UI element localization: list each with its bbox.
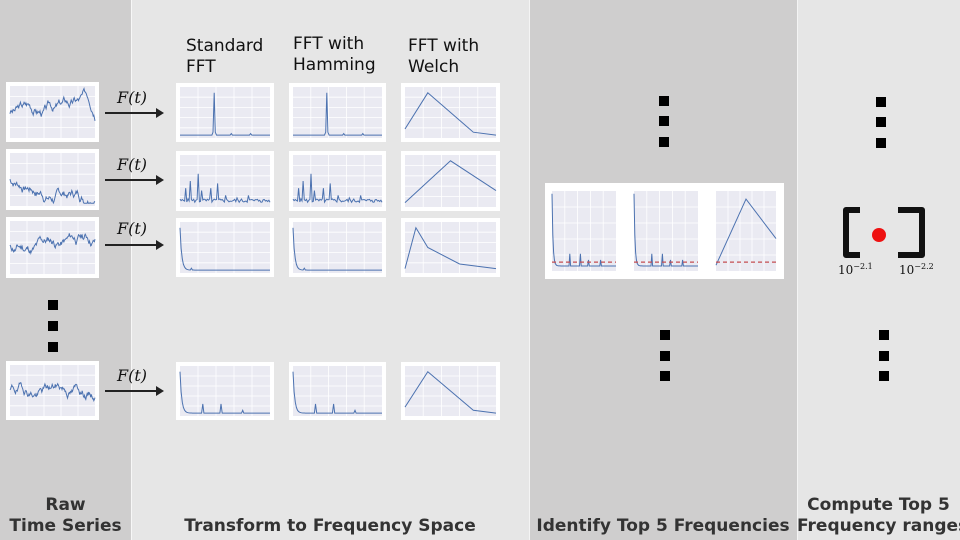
- ellipsis-dot: [659, 116, 669, 126]
- ellipsis-dot: [876, 138, 886, 148]
- ellipsis-dot: [659, 96, 669, 106]
- welch-spectrum-plot: [401, 362, 500, 420]
- hamming-spectrum-plot: [289, 83, 386, 142]
- ellipsis-dot: [876, 97, 886, 107]
- hamming-threshold-plot: [630, 187, 702, 275]
- peak-marker-icon: [872, 228, 886, 242]
- ellipsis-dot: [879, 351, 889, 361]
- ellipsis-dot: [48, 300, 58, 310]
- range-upper-bound: 10−2.2: [899, 262, 934, 277]
- header-standard-fft: Standard FFT: [186, 36, 264, 77]
- thresholded-spectra-group: [545, 183, 784, 279]
- stage-identify-label: Identify Top 5 Frequencies: [536, 516, 790, 536]
- ellipsis-dot: [48, 342, 58, 352]
- range-lower-base: 10: [838, 263, 854, 277]
- transform-function-label: F(t): [117, 155, 148, 174]
- welch-threshold-plot: [712, 187, 780, 275]
- time-series-thumbnail: [6, 361, 99, 420]
- ellipsis-dot: [879, 330, 889, 340]
- stage-transform-label: Transform to Frequency Space: [184, 516, 476, 536]
- welch-spectrum-plot: [401, 83, 500, 142]
- welch-spectrum-plot: [401, 151, 500, 211]
- transform-function-label: F(t): [117, 219, 148, 238]
- ellipsis-dot: [660, 371, 670, 381]
- fft-spectrum-plot: [176, 362, 274, 420]
- fft-threshold-plot: [548, 187, 620, 275]
- range-upper-exponent: −2.2: [914, 262, 934, 271]
- stage-raw-label: Raw Time Series: [9, 495, 122, 536]
- fft-spectrum-plot: [176, 218, 274, 277]
- range-upper-base: 10: [899, 263, 915, 277]
- welch-spectrum-plot: [401, 218, 500, 277]
- header-fft-hamming: FFT with Hamming: [293, 34, 376, 75]
- ellipsis-dot: [879, 371, 889, 381]
- range-lower-exponent: −2.1: [853, 262, 873, 271]
- frequency-ranges-panel: [797, 0, 960, 540]
- time-series-thumbnail: [6, 149, 99, 210]
- ellipsis-dot: [659, 137, 669, 147]
- stage-compute-label: Compute Top 5 Frequency ranges: [797, 495, 960, 536]
- range-lower-bound: 10−2.1: [838, 262, 873, 277]
- arrow-icon: [105, 175, 164, 185]
- fft-spectrum-plot: [176, 151, 274, 211]
- hamming-spectrum-plot: [289, 362, 386, 420]
- fft-spectrum-plot: [176, 83, 274, 142]
- time-series-thumbnail: [6, 82, 99, 142]
- transform-function-label: F(t): [117, 366, 148, 385]
- header-fft-welch: FFT with Welch: [408, 36, 480, 77]
- ellipsis-dot: [660, 330, 670, 340]
- hamming-spectrum-plot: [289, 218, 386, 277]
- ellipsis-dot: [660, 351, 670, 361]
- time-series-thumbnail: [6, 217, 99, 278]
- arrow-icon: [105, 240, 164, 250]
- frequency-range-bracket: [843, 207, 925, 258]
- hamming-spectrum-plot: [289, 151, 386, 211]
- transform-function-label: F(t): [117, 88, 148, 107]
- arrow-icon: [105, 108, 164, 118]
- arrow-icon: [105, 386, 164, 396]
- ellipsis-dot: [48, 321, 58, 331]
- ellipsis-dot: [876, 117, 886, 127]
